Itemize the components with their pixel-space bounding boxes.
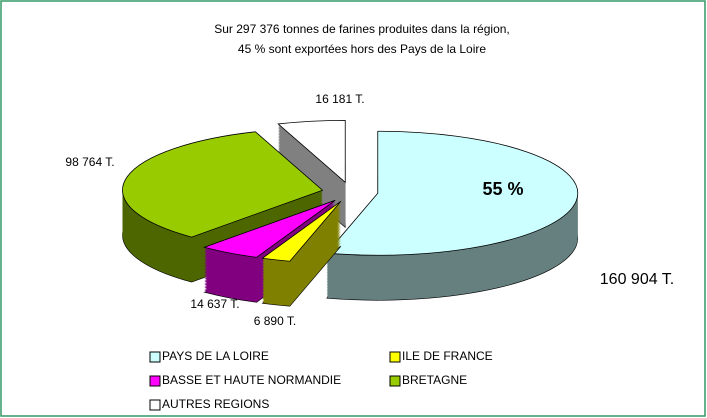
legend-swatch [389,351,401,363]
legend-swatch [149,399,161,411]
legend-swatch [149,351,161,363]
legend-label: AUTRES REGIONS [162,397,269,411]
slice [277,119,346,184]
chart-title: Sur 297 376 tonnes de farines produites … [214,22,510,36]
legend-swatch [389,375,401,387]
slice [261,200,342,262]
legend-label: PAYS DE LA LOIRE [162,349,269,363]
data-label: 6 890 T. [254,314,296,328]
legend-label: BASSE ET HAUTE NORMANDIE [162,373,341,387]
data-label: 160 904 T. [600,271,674,288]
legend-swatch [149,375,161,387]
chart-subtitle: 45 % sont exportées hors des Pays de la … [238,42,486,56]
legend-label: ILE DE FRANCE [402,349,493,363]
data-label: 14 637 T. [190,297,239,311]
slice [325,130,579,256]
data-label: 16 181 T. [315,92,364,106]
data-label: 98 764 T. [65,155,114,169]
legend-label: BRETAGNE [402,373,467,387]
annotation: 55 % [482,179,523,199]
slice [203,199,336,258]
slice [122,131,324,238]
